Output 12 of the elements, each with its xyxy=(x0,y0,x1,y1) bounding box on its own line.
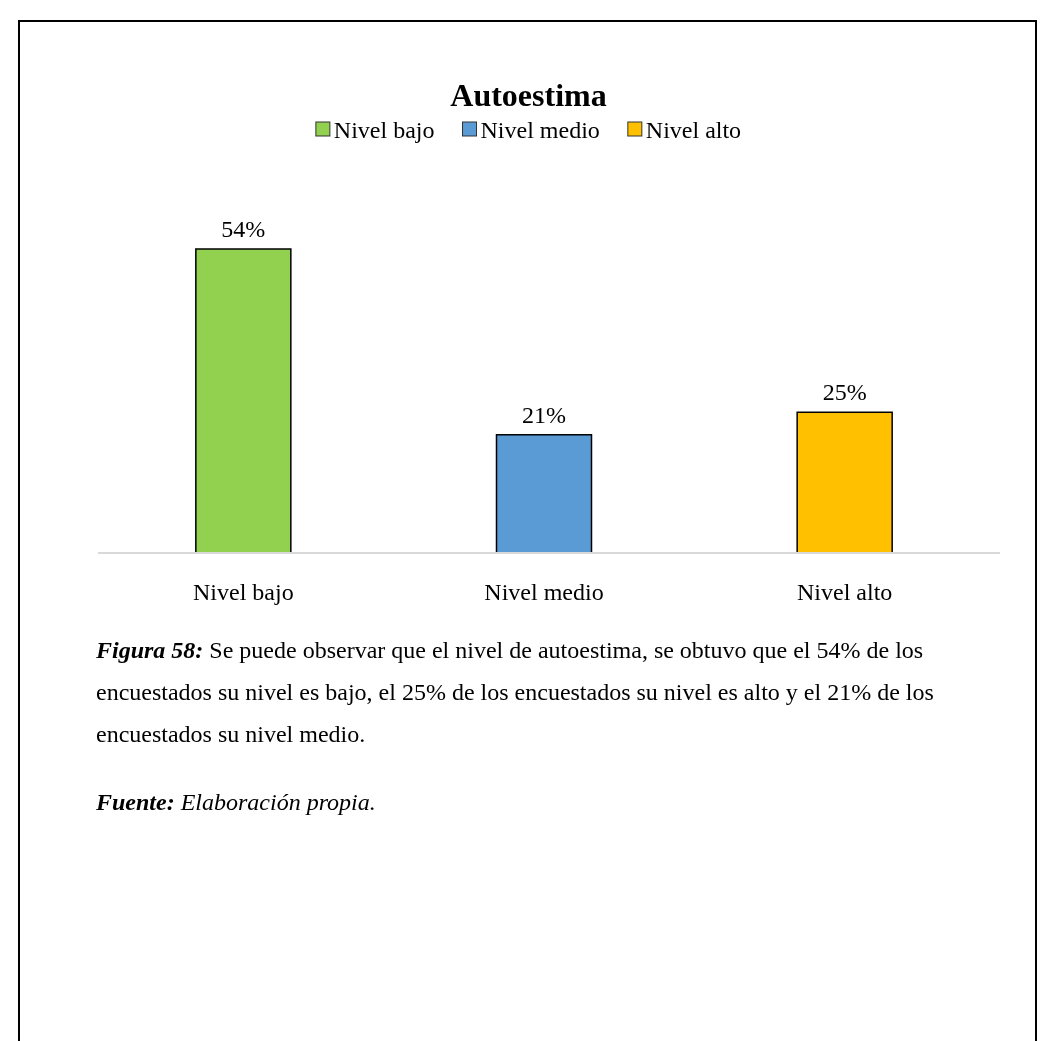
chart-title: Autoestima xyxy=(450,77,607,113)
x-tick-label: Nivel bajo xyxy=(193,579,294,605)
legend-label: Nivel medio xyxy=(480,117,600,143)
x-tick-label: Nivel alto xyxy=(797,579,893,605)
data-label: 21% xyxy=(522,401,566,428)
source-note: Fuente: Elaboración propia. xyxy=(95,789,376,815)
legend-label: Nivel bajo xyxy=(333,117,435,143)
legend-label: Nivel alto xyxy=(645,117,742,143)
text: Figura 58: Se puede observar que el nivel de autoestima, se obtuvo que el 54% de los encuestados su nivel es bajo, el 25% de los encuestados su nivel es alto y el 21% de los encuestados su nivel medio. xyxy=(95,637,934,747)
x-tick-label: Nivel medio xyxy=(484,579,604,605)
data-label: 25% xyxy=(822,379,867,406)
data-label: 54% xyxy=(221,216,266,242)
